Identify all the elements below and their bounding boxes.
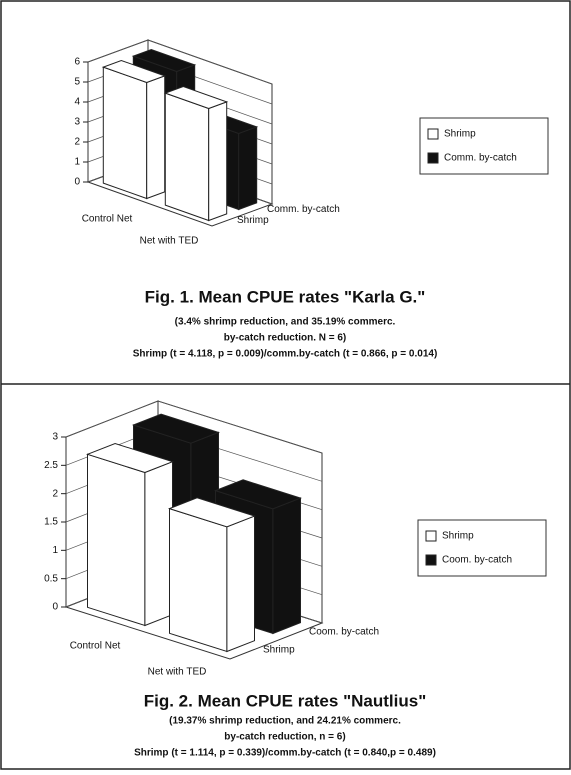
bar-face [164, 92, 210, 222]
bar-face [272, 497, 301, 635]
legend-label: Shrimp [444, 129, 476, 140]
y-tick-label: 5 [74, 77, 80, 88]
y-tick-label: 0.5 [44, 573, 58, 584]
legend-label: Coom. by-catch [442, 555, 512, 566]
bar-face [132, 413, 220, 444]
bar-face [238, 126, 258, 211]
chart-title: Fig. 1. Mean CPUE rates "Karla G." [145, 287, 426, 306]
bar-face [102, 66, 148, 200]
legend-swatch [427, 128, 439, 140]
bar-face [214, 479, 302, 510]
caption-line: by-catch reduction, n = 6) [224, 732, 345, 743]
bar-face [87, 453, 146, 627]
y-tick-label: 1 [52, 545, 58, 556]
bar-face [144, 460, 173, 627]
y-tick-label: 3 [74, 117, 80, 128]
bar-face [169, 507, 228, 653]
grid-line [87, 39, 273, 85]
depth-label: Shrimp [263, 645, 295, 656]
caption-line: (19.37% shrimp reduction, and 24.21% com… [169, 716, 401, 727]
bar-face [101, 59, 167, 84]
legend-label: Comm. by-catch [444, 153, 517, 164]
bar [163, 85, 229, 222]
bar [168, 497, 256, 653]
bar-face [86, 442, 174, 474]
grid-line [65, 400, 323, 454]
caption-line: by-catch reduction. N = 6) [224, 333, 347, 344]
y-tick-label: 6 [74, 57, 80, 68]
legend-swatch [427, 152, 439, 164]
bar-face [163, 85, 229, 110]
x-tick-label: Net with TED [140, 236, 199, 247]
legend-swatch [425, 530, 437, 542]
bar-face [226, 515, 255, 653]
legend-swatch [425, 554, 437, 566]
y-tick-label: 0 [52, 602, 58, 613]
legend-box [417, 519, 547, 577]
x-tick-label: Control Net [82, 214, 133, 225]
chart-title: Fig. 2. Mean CPUE rates "Nautlius" [144, 691, 427, 710]
depth-label: Comm. by-catch [267, 204, 340, 215]
bar-face [146, 75, 166, 200]
depth-label: Shrimp [237, 215, 269, 226]
bar [86, 442, 174, 627]
y-tick-label: 1 [74, 157, 80, 168]
y-tick-label: 2 [74, 137, 80, 148]
caption-line: (3.4% shrimp reduction, and 35.19% comme… [175, 317, 396, 328]
legend-box [419, 117, 549, 175]
x-tick-label: Control Net [70, 641, 121, 652]
bar-face [168, 497, 256, 528]
depth-label: Coom. by-catch [309, 627, 379, 638]
y-tick-label: 0 [74, 177, 80, 188]
bar-face [208, 101, 228, 222]
legend-label: Shrimp [442, 531, 474, 542]
caption-line: Shrimp (t = 1.114, p = 0.339)/comm.by-ca… [134, 748, 436, 759]
caption-line: Shrimp (t = 4.118, p = 0.009)/comm.by-ca… [133, 349, 438, 360]
y-tick-label: 2 [52, 488, 58, 499]
y-tick-label: 3 [52, 432, 58, 443]
y-tick-label: 1.5 [44, 517, 58, 528]
bar-face [131, 48, 197, 73]
x-tick-label: Net with TED [148, 667, 207, 678]
y-tick-label: 2.5 [44, 460, 58, 471]
bar [101, 59, 167, 200]
y-tick-label: 4 [74, 97, 80, 108]
